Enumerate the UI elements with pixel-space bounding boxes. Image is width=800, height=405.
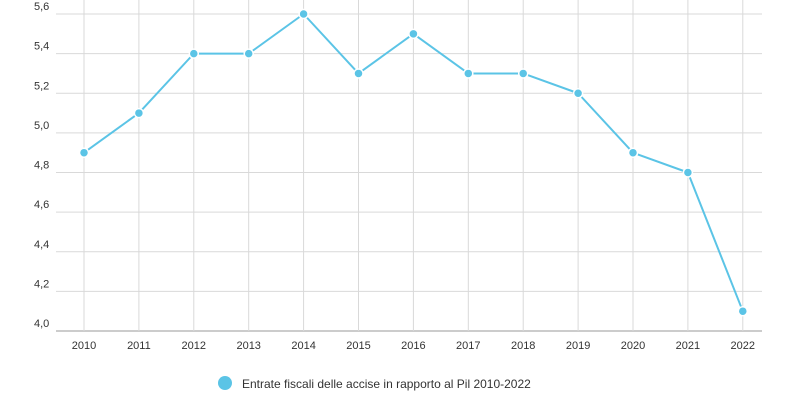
legend: Entrate fiscali delle accise in rapporto… [218, 376, 531, 391]
data-point [243, 48, 254, 59]
x-tick-label: 2020 [621, 340, 645, 352]
y-tick-label: 5,2 [34, 80, 49, 92]
y-tick-label: 5,4 [34, 41, 49, 53]
x-tick-label: 2011 [127, 340, 151, 352]
data-point [353, 68, 364, 79]
y-tick-label: 4,6 [34, 199, 49, 211]
y-tick-label: 5,0 [34, 120, 49, 132]
data-point [463, 68, 474, 79]
y-tick-label: 4,4 [34, 239, 49, 251]
x-tick-label: 2010 [72, 340, 96, 352]
data-point [682, 167, 694, 178]
x-tick-label: 2015 [346, 340, 370, 352]
x-tick-label: 2013 [236, 340, 260, 352]
legend-marker [218, 376, 232, 390]
x-tick-label: 2016 [401, 340, 425, 352]
x-tick-label: 2018 [511, 340, 535, 352]
data-point [298, 8, 309, 20]
y-tick-label: 5,6 [34, 1, 49, 13]
legend-label: Entrate fiscali delle accise in rapporto… [242, 377, 531, 391]
y-tick-label: 4,8 [34, 160, 49, 172]
data-point [517, 68, 529, 79]
x-tick-label: 2021 [676, 340, 700, 352]
x-tick-label: 2014 [291, 340, 315, 352]
x-tick-label: 2012 [182, 340, 206, 352]
data-point [133, 107, 145, 119]
data-point [188, 48, 200, 59]
data-point [78, 147, 90, 158]
grid-layer [56, 0, 762, 332]
y-axis-ticks: 4,0 4,2 4,4 4,6 4,8 5,0 5,2 5,4 5,6 [34, 1, 49, 330]
series-layer [78, 8, 749, 317]
y-tick-label: 4,2 [34, 278, 49, 290]
data-point [737, 305, 749, 317]
y-tick-label: 4,0 [34, 318, 49, 330]
x-axis-ticks: 2010 2011 2012 2013 2014 2015 2016 2017 2018 2019… [72, 340, 755, 352]
x-tick-label: 2022 [731, 340, 755, 352]
data-point [408, 28, 419, 40]
x-tick-label: 2019 [566, 340, 590, 352]
data-point [572, 88, 584, 99]
data-point [627, 147, 639, 158]
x-tick-label: 2017 [456, 340, 480, 352]
